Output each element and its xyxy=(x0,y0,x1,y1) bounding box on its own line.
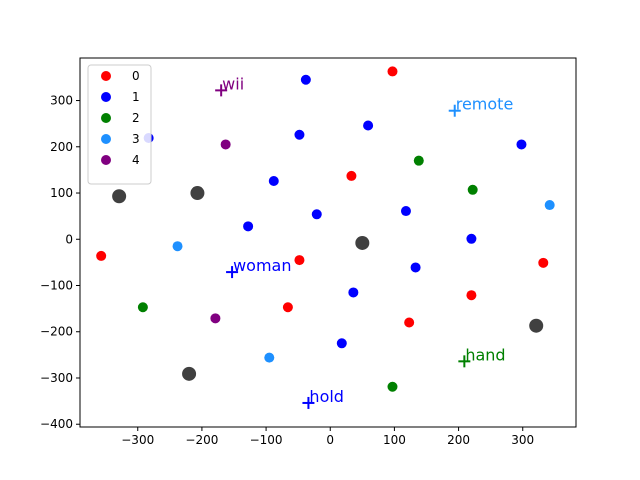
scatter-point-series-3-0 xyxy=(544,200,555,211)
y-tick-label-0: 0 xyxy=(65,232,73,246)
scatter-point-series-1-12 xyxy=(336,338,347,349)
y-tick-label-200: 200 xyxy=(50,140,73,154)
y-tick-label--400: −400 xyxy=(40,417,73,431)
scatter-point-series-0-5 xyxy=(466,290,477,301)
scatter-point-series-1-7 xyxy=(243,221,254,232)
scatter-point-gray-4 xyxy=(529,318,544,333)
scatter-point-series-1-11 xyxy=(348,287,359,298)
scatter-point-series-2-3 xyxy=(387,381,398,392)
annotation-marker-woman xyxy=(226,266,239,279)
scatter-point-series-4-1 xyxy=(210,313,221,324)
annotation-label-wii: wii xyxy=(222,74,244,93)
scatter-point-series-3-2 xyxy=(264,352,275,363)
annotation-marker-hold xyxy=(302,396,315,409)
scatter-point-gray-1 xyxy=(190,186,205,201)
legend-marker-2 xyxy=(101,113,111,123)
plot-frame xyxy=(79,57,577,428)
annotation-marker-hand xyxy=(458,355,471,368)
y-tick-label-100: 100 xyxy=(50,186,73,200)
legend-label-3: 3 xyxy=(132,132,140,146)
scatter-point-series-1-6 xyxy=(311,209,322,220)
legend-label-2: 2 xyxy=(132,111,140,125)
scatter-point-series-1-4 xyxy=(516,139,527,150)
legend-label-1: 1 xyxy=(132,90,140,104)
y-tick-label--100: −100 xyxy=(40,279,73,293)
scatter-point-series-4-0 xyxy=(220,139,231,150)
scatter-point-series-0-7 xyxy=(96,250,107,261)
scatter-point-series-0-4 xyxy=(404,317,415,328)
plot-marks: wii remote woman hand hold xyxy=(96,66,555,409)
axes: −300 −200 −100 0 100 200 300 −400 −300 −200 −100 0 1… xyxy=(40,94,534,447)
scatter-point-series-1-9 xyxy=(466,233,477,244)
legend-marker-3 xyxy=(101,134,111,144)
scatter-point-series-1-10 xyxy=(410,262,421,273)
legend-label-4: 4 xyxy=(132,153,140,167)
x-tick-label--200: −200 xyxy=(185,433,218,447)
legend-label-0: 0 xyxy=(132,69,140,83)
x-tick-label--300: −300 xyxy=(121,433,154,447)
annotation-marker-remote xyxy=(448,104,461,117)
x-tick-label-100: 100 xyxy=(383,433,406,447)
scatter-point-series-3-1 xyxy=(172,241,183,252)
annotation-label-woman: woman xyxy=(233,256,291,275)
scatter-point-series-0-1 xyxy=(346,170,357,181)
legend: 0 1 2 3 4 xyxy=(87,64,152,185)
scatter-point-series-2-0 xyxy=(413,155,424,166)
annotation-label-remote: remote xyxy=(456,95,514,114)
annotation-marker-wii xyxy=(215,84,228,97)
scatter-point-series-2-2 xyxy=(137,302,148,313)
scatter-point-series-1-0 xyxy=(300,74,311,85)
y-tick-label-300: 300 xyxy=(50,94,73,108)
scatter-point-series-0-2 xyxy=(294,255,305,266)
x-tick-label-300: 300 xyxy=(511,433,534,447)
scatter-point-gray-3 xyxy=(182,366,197,381)
x-tick-label--100: −100 xyxy=(250,433,283,447)
x-tick-label-200: 200 xyxy=(447,433,470,447)
scatter-point-gray-2 xyxy=(355,235,370,250)
scatter-point-series-2-1 xyxy=(467,184,478,195)
y-tick-label--200: −200 xyxy=(40,325,73,339)
scatter-point-gray-0 xyxy=(112,189,127,204)
annotation-label-hold: hold xyxy=(309,387,344,406)
y-tick-label--300: −300 xyxy=(40,371,73,385)
legend-box xyxy=(87,64,152,185)
scatter-point-series-0-3 xyxy=(282,302,293,313)
annotation-label-hand: hand xyxy=(465,345,505,364)
legend-marker-0 xyxy=(101,71,111,81)
legend-marker-4 xyxy=(101,155,111,165)
scatter-point-series-0-0 xyxy=(387,66,398,77)
scatter-point-series-1-3 xyxy=(363,120,374,131)
scatter-point-series-1-2 xyxy=(294,129,305,140)
scatter-point-series-1-5 xyxy=(268,176,279,186)
x-tick-label-0: 0 xyxy=(326,433,334,447)
scatter-point-series-1-8 xyxy=(400,206,411,217)
legend-marker-1 xyxy=(101,92,111,102)
scatter-point-series-0-6 xyxy=(538,257,549,268)
